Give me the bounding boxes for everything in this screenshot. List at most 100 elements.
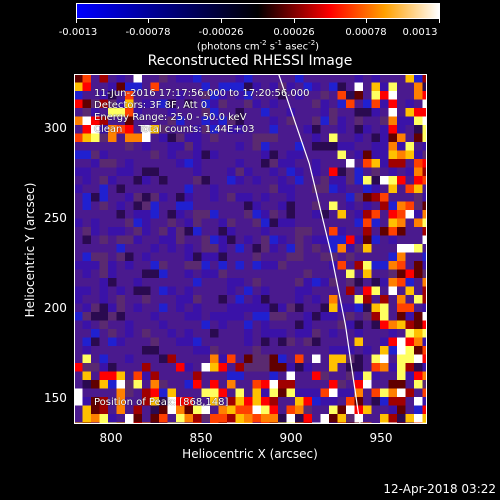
heatmap-cell: [422, 210, 427, 219]
heatmap-cell: [252, 354, 262, 364]
heatmap-cell: [346, 108, 355, 117]
heatmap-cell: [380, 108, 389, 117]
annotation-energy: Energy Range: 25.0 - 50.0 keV: [94, 112, 247, 123]
heatmap-cell: [82, 201, 92, 211]
heatmap-cell: [82, 397, 92, 406]
heatmap-cell: [167, 295, 177, 304]
heatmap-cell: [329, 269, 338, 279]
heatmap-cell: [125, 227, 134, 236]
heatmap-cell: [397, 91, 406, 100]
heatmap-cell: [74, 235, 83, 245]
heatmap-cell: [116, 99, 126, 109]
heatmap-cell: [354, 74, 364, 83]
heatmap-cell: [176, 312, 185, 321]
heatmap-cell: [405, 397, 415, 406]
heatmap-cell: [354, 380, 364, 389]
heatmap-cell: [244, 337, 253, 347]
heatmap-cell: [252, 337, 262, 347]
heatmap-cell: [159, 414, 168, 423]
heatmap-cell: [99, 295, 109, 304]
heatmap-cell: [269, 193, 279, 202]
heatmap-cell: [278, 91, 287, 100]
heatmap-cell: [82, 210, 92, 219]
heatmap-cell: [388, 295, 398, 304]
heatmap-cell: [244, 167, 253, 177]
heatmap-cell: [320, 405, 330, 415]
heatmap-cell: [74, 133, 83, 143]
heatmap-cell: [201, 125, 211, 134]
heatmap-cell: [99, 303, 109, 313]
heatmap-cell: [116, 116, 126, 126]
heatmap-cell: [99, 405, 109, 415]
heatmap-cell: [397, 303, 406, 313]
heatmap-cell: [329, 346, 338, 355]
heatmap-cell: [303, 176, 313, 185]
heatmap-cell: [133, 380, 143, 389]
heatmap-cell: [99, 422, 109, 424]
heatmap-cell: [329, 363, 338, 372]
heatmap-cell: [380, 142, 389, 151]
heatmap-cell: [337, 371, 347, 381]
heatmap-cell: [320, 193, 330, 202]
heatmap-cell: [116, 380, 126, 389]
heatmap-cell: [218, 303, 228, 313]
heatmap-cell: [142, 193, 151, 202]
heatmap-cell: [303, 133, 313, 143]
heatmap-cell: [320, 108, 330, 117]
annotation-counts: Clean Total counts: 1.44E+03: [94, 124, 255, 135]
colorbar-tick-label: -0.00026: [198, 27, 244, 38]
heatmap-cell: [108, 142, 117, 151]
heatmap-cell: [252, 252, 262, 262]
heatmap-cell: [133, 388, 143, 398]
heatmap-cell: [133, 125, 143, 134]
heatmap-cell: [320, 380, 330, 389]
heatmap-cell: [252, 414, 262, 423]
heatmap-cell: [337, 397, 347, 406]
heatmap-cell: [133, 159, 143, 168]
heatmap-cell: [295, 405, 304, 415]
heatmap-cell: [405, 422, 415, 424]
heatmap-cell: [218, 405, 228, 415]
heatmap-cell: [210, 303, 219, 313]
heatmap-cell: [74, 159, 83, 168]
heatmap-cell: [201, 235, 211, 245]
heatmap-cell: [261, 116, 270, 126]
heatmap-cell: [74, 142, 83, 151]
heatmap-cell: [201, 422, 211, 424]
heatmap-cell: [397, 227, 406, 236]
heatmap-cell: [320, 159, 330, 168]
heatmap-cell: [252, 193, 262, 202]
heatmap-cell: [363, 184, 372, 194]
heatmap-cell: [184, 363, 194, 372]
heatmap-cell: [167, 405, 177, 415]
heatmap-cell: [159, 397, 168, 406]
heatmap-cell: [414, 116, 423, 126]
heatmap-cell: [108, 201, 117, 211]
heatmap-cell: [176, 82, 185, 92]
heatmap-cell: [337, 388, 347, 398]
heatmap-cell: [210, 329, 219, 338]
heatmap-cell: [227, 303, 236, 313]
heatmap-cell: [329, 74, 338, 83]
heatmap-cell: [337, 193, 347, 202]
heatmap-cell: [346, 312, 355, 321]
heatmap-cell: [295, 388, 304, 398]
heatmap-cell: [142, 261, 151, 270]
heatmap-cell: [167, 133, 177, 143]
heatmap-cell: [133, 74, 143, 83]
heatmap-cell: [422, 125, 427, 134]
heatmap-cell: [278, 235, 287, 245]
heatmap-cell: [295, 167, 304, 177]
heatmap-cell: [286, 320, 296, 330]
heatmap-cell: [116, 388, 126, 398]
annotation-time-range: 11-Jun-2016 17:17:56.000 to 17:20:56.000: [94, 88, 310, 99]
heatmap-cell: [278, 210, 287, 219]
heatmap-cell: [91, 167, 100, 177]
heatmap-cell: [125, 286, 134, 296]
heatmap-cell: [278, 108, 287, 117]
heatmap-cell: [295, 210, 304, 219]
heatmap-cell: [252, 269, 262, 279]
heatmap-cell: [176, 150, 185, 160]
heatmap-cell: [82, 295, 92, 304]
heatmap-cell: [176, 261, 185, 270]
